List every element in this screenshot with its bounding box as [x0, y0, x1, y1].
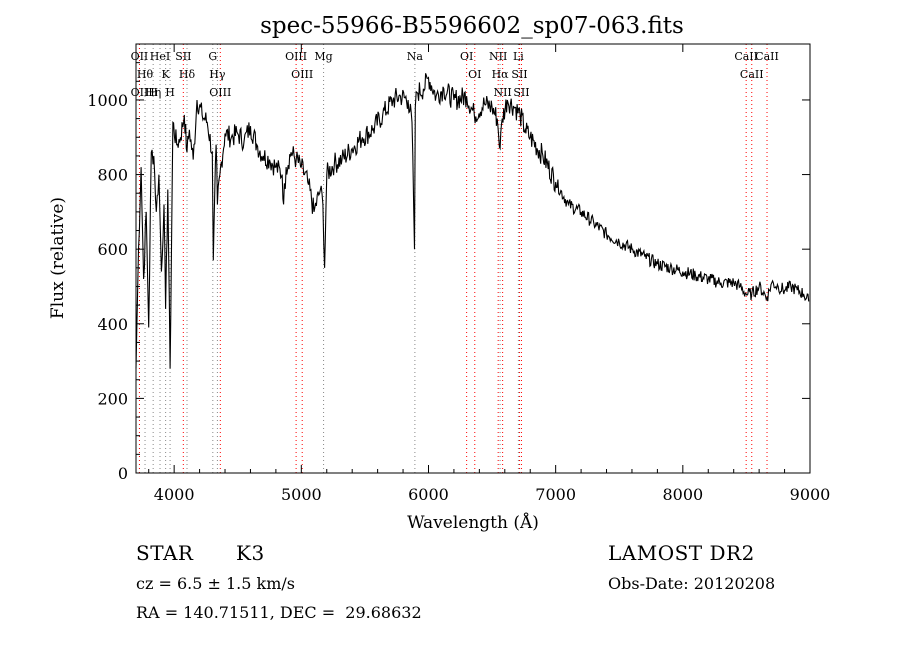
survey-name: LAMOST DR2 [608, 541, 755, 565]
y-tick-label: 400 [97, 315, 128, 334]
line-label: Hα [492, 68, 510, 81]
plot-frame [135, 43, 811, 474]
object-class: STAR [136, 541, 194, 565]
y-tick-label: 0 [118, 464, 128, 483]
spectrum-line [135, 73, 810, 369]
x-tick-label: 8000 [662, 485, 703, 504]
redshift-readout: cz = 6.5 ± 1.5 km/s [136, 574, 295, 593]
line-label: SII [175, 50, 191, 63]
line-label: Hη [145, 86, 161, 99]
line-label: OIII [209, 86, 231, 99]
y-tick-label: 1000 [87, 91, 128, 110]
line-label: Hδ [179, 68, 196, 81]
x-tick-label: 4000 [154, 485, 195, 504]
line-label: OII [131, 86, 149, 99]
x-axis-ticks: 4000 5000 6000 7000 8000 9000 [148, 44, 831, 504]
x-tick-label: 5000 [281, 485, 322, 504]
chart-title: spec-55966-B5596602_sp07-063.fits [260, 13, 684, 39]
x-tick-label: 9000 [790, 485, 831, 504]
obs-date: Obs-Date: 20120208 [608, 574, 776, 593]
line-label: NII [493, 86, 511, 99]
y-tick-label: 200 [97, 389, 128, 408]
y-tick-label: 800 [97, 166, 128, 185]
line-markers [138, 44, 768, 473]
line-label: Li [513, 50, 524, 63]
y-axis-ticks: 0 200 400 600 800 1000 [87, 62, 810, 483]
x-axis-label: Wavelength (Å) [407, 512, 539, 533]
line-label: CaII [755, 50, 779, 63]
line-label: Hθ [137, 68, 154, 81]
x-tick-label: 6000 [408, 485, 449, 504]
object-subclass: K3 [236, 541, 265, 565]
line-label: HeI [150, 50, 170, 63]
line-label: H [148, 86, 158, 99]
line-label: OI [460, 50, 473, 63]
y-axis-label: Flux (relative) [48, 197, 68, 319]
line-label: CaII [734, 50, 758, 63]
x-tick-label: 7000 [535, 485, 576, 504]
line-label: G [208, 50, 217, 63]
y-tick-label: 600 [97, 240, 128, 259]
line-label: OIII [291, 68, 313, 81]
line-label: NII [489, 50, 507, 63]
line-label: Mg [314, 50, 332, 63]
line-label: OII [131, 50, 149, 63]
line-label: Hγ [209, 68, 226, 81]
coordinates-readout: RA = 140.71511, DEC = 29.68632 [136, 603, 422, 622]
line-label: Na [407, 50, 424, 63]
line-label: OI [468, 68, 481, 81]
line-label: SII [511, 68, 527, 81]
line-label: K [162, 68, 171, 81]
line-label: CaII [740, 68, 764, 81]
line-label: OIII [285, 50, 307, 63]
line-label: H [165, 86, 175, 99]
line-label: SII [513, 86, 529, 99]
